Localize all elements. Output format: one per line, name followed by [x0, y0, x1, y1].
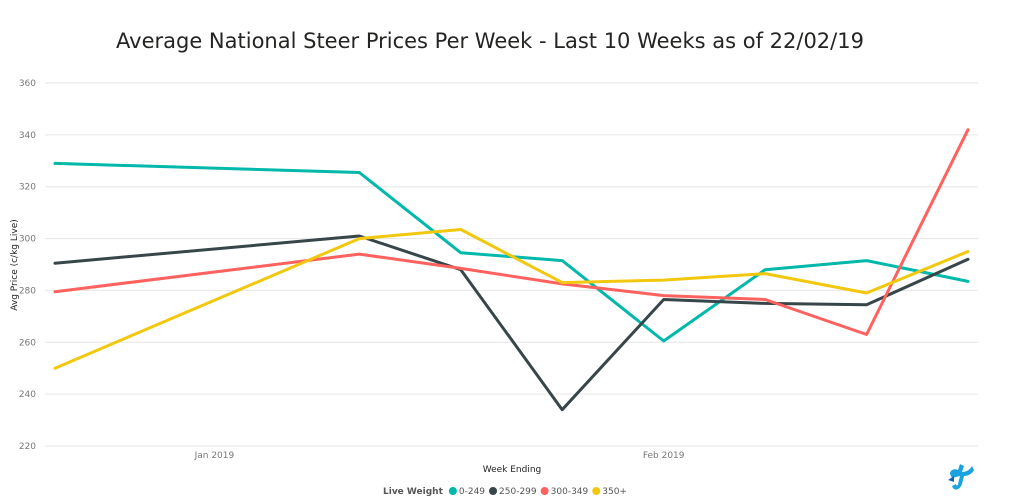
y-tick-label: 300 [19, 235, 36, 245]
gridlines [45, 82, 978, 447]
y-tick-label: 280 [19, 286, 36, 296]
chart-title: Average National Steer Prices Per Week -… [116, 29, 864, 53]
legend-label: 0-249 [459, 487, 485, 497]
x-axis-title: Week Ending [483, 465, 542, 475]
y-axis-title: Avg Price (c/kg Live) [10, 219, 20, 311]
y-tick-label: 340 [19, 131, 36, 141]
y-tick-label: 360 [19, 79, 36, 89]
x-tick-label: Jan 2019 [194, 451, 235, 461]
y-tick-label: 320 [19, 183, 36, 193]
x-axis-ticks: Jan 2019 Feb 2019 [194, 451, 685, 461]
logo-icon [948, 464, 974, 490]
legend-marker [540, 487, 549, 495]
y-tick-label: 240 [19, 390, 36, 400]
y-axis-ticks: 220 240 260 280 300 320 340 360 [19, 79, 36, 452]
legend-marker [592, 487, 601, 495]
series-line-300-349 [53, 128, 970, 336]
y-tick-label: 220 [19, 442, 36, 452]
series-line-250-299 [53, 234, 970, 412]
legend: Live Weight 0-249 250-299 300-349 350+ [383, 487, 627, 497]
series-lines [53, 128, 970, 412]
x-tick-label: Feb 2019 [643, 451, 685, 461]
series-line-350+ [53, 228, 970, 370]
legend-marker [448, 487, 457, 495]
legend-label: 300-349 [551, 487, 589, 497]
legend-marker [489, 487, 498, 495]
legend-title: Live Weight [383, 487, 444, 497]
legend-label: 250-299 [499, 487, 537, 497]
y-tick-label: 260 [19, 338, 36, 348]
legend-label: 350+ [602, 487, 627, 497]
series-line-0-249 [53, 161, 970, 343]
